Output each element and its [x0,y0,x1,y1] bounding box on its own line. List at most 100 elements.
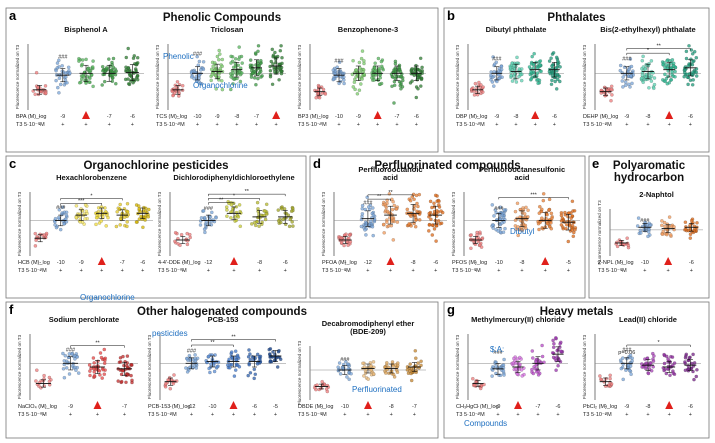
data-point [618,68,622,73]
data-point [247,363,251,367]
data-point [662,361,667,366]
data-point [376,78,380,82]
data-point [271,55,275,59]
data-point [603,94,607,98]
data-point [218,52,222,56]
data-point [92,370,96,374]
data-point [646,64,650,68]
data-point [249,58,253,62]
t3-row-label: T3 5·10⁻⁸M [322,267,351,274]
x-tick-label: -7 [120,260,125,266]
x-tick-label: -9 [215,114,220,120]
dot-plot: Bis(2-ethylhexyl) phthalate Fluorescence … [582,25,701,128]
data-point [189,70,194,74]
data-point [410,79,414,83]
data-point [640,73,645,77]
data-point [362,365,367,369]
data-point [234,368,238,372]
data-point [646,371,651,376]
data-point [110,73,115,77]
data-point [250,71,255,75]
data-point [166,378,170,382]
x-tick-label: -6 [252,404,257,410]
data-point [409,224,413,228]
bracket-label: ** [388,190,393,196]
x-tick-label: -12 [204,260,212,266]
data-point [367,205,371,209]
data-point [384,371,388,375]
significance-label: ### [494,206,504,212]
data-point [395,370,400,374]
data-point [236,355,240,359]
data-point [500,213,505,218]
data-point [87,363,92,367]
data-point [349,372,353,376]
data-point [229,54,233,59]
data-point [516,225,520,229]
data-point [175,80,180,84]
data-point [56,85,60,90]
t3-marker: - [621,268,623,274]
data-point [107,57,111,61]
data-point [691,70,695,74]
t3-marker: - [39,268,41,274]
data-point [83,203,88,207]
t3-marker: + [131,122,134,128]
x-tick-label: - [475,260,477,266]
t3-marker: + [284,268,287,274]
data-point [625,241,630,246]
data-point [347,233,352,237]
data-point [210,210,214,215]
panel-letter: g [447,302,455,317]
data-point [686,64,690,68]
data-point [229,216,233,220]
data-point [256,49,260,53]
data-point [385,198,389,202]
data-point [502,357,506,362]
y-axis-label: Fluorescence normalized on T3 [297,340,302,405]
data-point [512,356,516,361]
data-point [169,378,173,382]
data-point [363,228,367,232]
data-point [686,364,690,368]
data-point [360,212,365,216]
t3-row-label: T3 5·10⁻⁸M [598,267,627,274]
data-point [73,365,77,370]
data-point [188,232,192,237]
data-point [359,56,364,61]
data-point [240,71,244,75]
t3-marker: + [207,268,210,274]
x-prefix: DBP (M)_log [456,114,487,120]
data-point [131,56,136,60]
x-tick-label: -6 [414,114,419,120]
data-point [342,81,346,86]
data-point [652,86,656,90]
chart-title: Perfluorooctanesulfonic [479,165,565,174]
data-point [125,373,129,377]
data-point [64,75,68,79]
data-point [513,209,518,214]
data-point [129,79,133,83]
data-point [609,87,613,91]
data-point [559,219,564,223]
data-point [259,59,263,63]
data-point [348,240,353,244]
data-point [391,200,395,204]
data-point [695,221,699,225]
selected-concentration-marker [97,257,106,265]
data-point [233,65,238,69]
data-point [391,364,395,368]
data-point [215,365,219,369]
data-point [127,82,131,86]
y-axis-label: Fluorescence normalized on T3 [451,191,456,256]
data-point [692,377,696,382]
data-point [255,200,260,205]
data-point [552,345,556,349]
data-point [641,54,645,59]
dot-plot: Triclosan Fluorescence normalized on T3 ##… [155,25,286,128]
data-point [337,367,341,372]
data-point [44,91,48,95]
data-point [198,81,203,86]
